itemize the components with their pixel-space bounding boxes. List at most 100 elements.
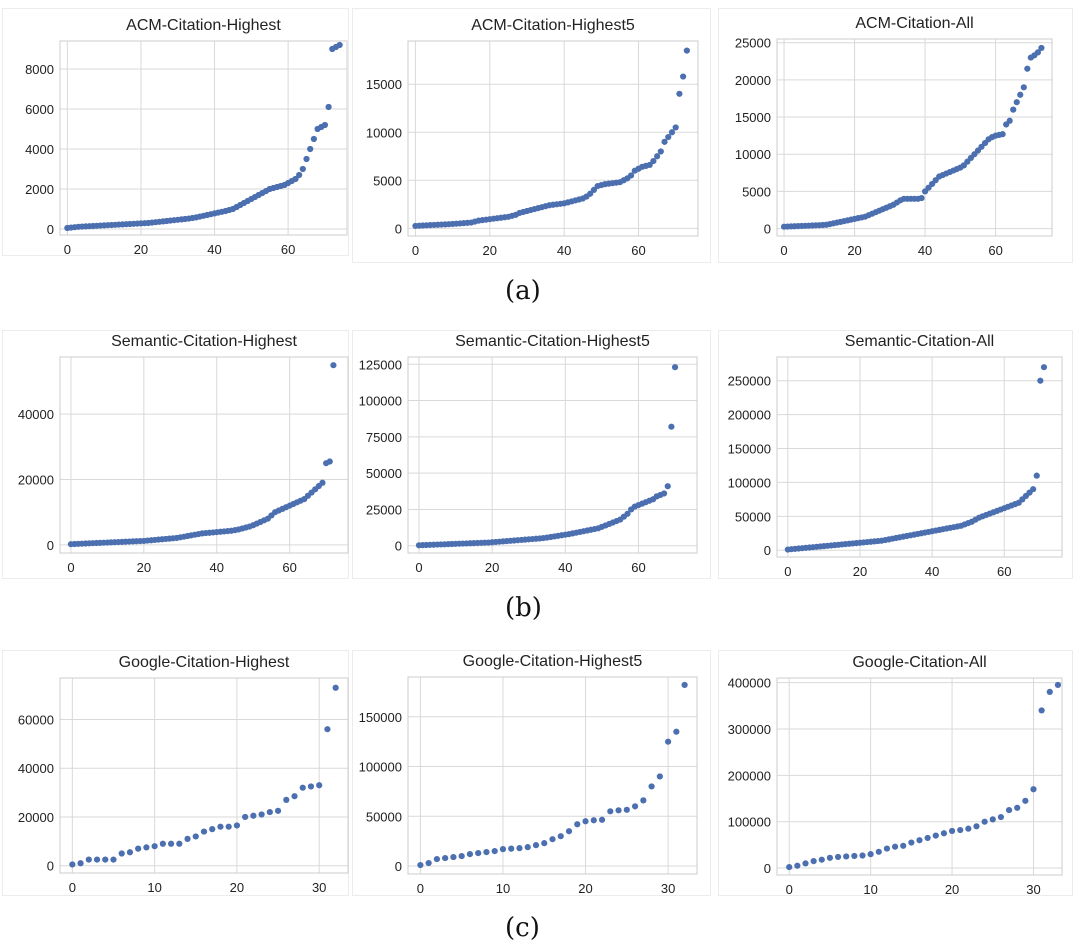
data-point bbox=[524, 844, 531, 851]
data-point bbox=[458, 852, 465, 860]
data-point bbox=[336, 41, 343, 49]
data-point bbox=[834, 853, 842, 861]
x-tick-label: 60 bbox=[282, 560, 296, 575]
data-point bbox=[1013, 99, 1020, 106]
plot-area bbox=[407, 356, 698, 554]
y-tick-label: 100000 bbox=[728, 475, 771, 490]
data-point bbox=[85, 856, 92, 863]
x-tick-label: 40 bbox=[207, 242, 221, 257]
data-point bbox=[574, 821, 581, 828]
chart-title: Semantic-Citation-Highest bbox=[111, 333, 297, 350]
panel-frame bbox=[718, 8, 1073, 263]
chart-panel-1: ACM-Citation-Highest 0 20 40 60 0 2000 4000 6000… bbox=[2, 8, 349, 257]
y-tick-label: 400000 bbox=[728, 676, 771, 691]
data-point bbox=[1033, 472, 1040, 479]
y-tick-label: 200000 bbox=[728, 408, 771, 423]
panel-frame bbox=[2, 8, 349, 256]
data-point bbox=[668, 423, 675, 430]
panel-frame bbox=[718, 330, 1073, 579]
panel-frame bbox=[352, 330, 711, 579]
data-point bbox=[918, 194, 925, 202]
data-point bbox=[940, 830, 948, 837]
data-point bbox=[624, 510, 631, 517]
chart-title: Semantic-Citation-All bbox=[845, 333, 994, 350]
data-point bbox=[672, 124, 679, 131]
y-tick-label: 150000 bbox=[728, 442, 771, 457]
chart-panel-6: Semantic-Citation-All 0 20 40 60 0 50000 100000… bbox=[718, 330, 1073, 579]
x-tick-label: 30 bbox=[1026, 882, 1040, 897]
data-point bbox=[516, 845, 523, 852]
x-tick-label: 20 bbox=[945, 882, 959, 897]
data-point bbox=[989, 816, 996, 823]
x-tick-label: 0 bbox=[417, 881, 424, 896]
data-point bbox=[159, 840, 166, 847]
data-point bbox=[673, 728, 680, 735]
x-tick-label: 60 bbox=[631, 560, 645, 575]
x-tick-label: 20 bbox=[578, 881, 592, 896]
data-point bbox=[310, 135, 317, 143]
data-point bbox=[118, 850, 125, 857]
y-tick-label: 150000 bbox=[359, 710, 402, 725]
data-point bbox=[997, 813, 1005, 821]
y-tick-label: 0 bbox=[47, 859, 54, 874]
data-point bbox=[1034, 49, 1041, 56]
x-tick-label: 0 bbox=[412, 243, 419, 258]
data-point bbox=[615, 807, 622, 814]
y-tick-label: 50000 bbox=[366, 466, 402, 481]
panel-frame bbox=[352, 650, 711, 896]
y-tick-label: 0 bbox=[47, 538, 54, 553]
data-point bbox=[1040, 364, 1048, 371]
data-point bbox=[867, 851, 874, 858]
data-point bbox=[425, 859, 432, 867]
plot-area bbox=[407, 40, 699, 237]
data-point bbox=[549, 836, 556, 843]
x-tick-label: 40 bbox=[925, 564, 939, 579]
x-tick-label: 20 bbox=[134, 242, 148, 257]
y-tick-label: 60000 bbox=[18, 712, 54, 727]
y-tick-label: 100000 bbox=[728, 815, 771, 830]
plot-area bbox=[59, 677, 349, 874]
data-point bbox=[916, 837, 923, 844]
data-point bbox=[450, 853, 457, 861]
data-point bbox=[590, 817, 597, 824]
chart-title: Google-Citation-Highest5 bbox=[463, 653, 643, 670]
data-point bbox=[627, 172, 635, 179]
data-point bbox=[924, 834, 931, 842]
chart-title: ACM-Citation-Highest bbox=[126, 17, 281, 34]
data-point bbox=[1010, 106, 1017, 113]
x-tick-label: 0 bbox=[786, 882, 793, 897]
data-point bbox=[291, 793, 298, 800]
y-tick-label: 25000 bbox=[735, 36, 771, 51]
data-point bbox=[266, 808, 273, 816]
data-point bbox=[307, 783, 315, 790]
y-tick-label: 0 bbox=[764, 543, 771, 558]
data-point bbox=[126, 849, 134, 856]
x-tick-label: 10 bbox=[496, 881, 510, 896]
x-tick-label: 20 bbox=[485, 560, 499, 575]
data-point bbox=[324, 726, 331, 733]
data-point bbox=[582, 818, 589, 825]
x-tick-label: 40 bbox=[558, 560, 572, 575]
x-tick-label: 60 bbox=[631, 243, 645, 258]
data-point bbox=[587, 190, 594, 197]
data-point bbox=[664, 483, 671, 490]
data-point bbox=[875, 848, 882, 855]
data-point bbox=[826, 854, 834, 861]
data-point bbox=[135, 845, 142, 852]
data-point bbox=[981, 818, 988, 825]
data-point bbox=[330, 362, 337, 369]
x-tick-label: 40 bbox=[210, 560, 224, 575]
data-point bbox=[192, 833, 199, 840]
data-point bbox=[668, 129, 676, 136]
data-point bbox=[77, 860, 84, 867]
data-point bbox=[665, 133, 672, 141]
data-point bbox=[332, 684, 339, 691]
y-tick-label: 10000 bbox=[366, 125, 402, 140]
x-tick-label: 20 bbox=[847, 243, 861, 258]
data-point bbox=[299, 784, 306, 791]
y-tick-label: 20000 bbox=[735, 73, 771, 88]
data-point bbox=[319, 479, 326, 486]
plot-area bbox=[407, 676, 698, 875]
data-point bbox=[541, 840, 548, 847]
plot-area bbox=[776, 677, 1063, 876]
